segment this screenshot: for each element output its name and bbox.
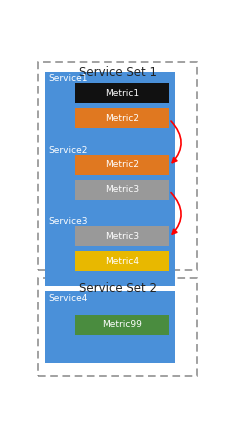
Text: Metric99: Metric99 (102, 320, 142, 329)
Bar (45, 72, 175, 143)
Text: Service4: Service4 (48, 294, 87, 303)
Text: Metric3: Metric3 (105, 185, 139, 194)
Text: Metric4: Metric4 (105, 257, 139, 266)
Bar (75, 226, 169, 246)
Bar (75, 314, 169, 334)
Text: Service3: Service3 (48, 217, 88, 226)
Bar (75, 251, 169, 271)
Text: Service1: Service1 (48, 74, 88, 83)
Bar (45, 291, 175, 363)
Text: Metric3: Metric3 (105, 232, 139, 241)
Text: Service Set 2: Service Set 2 (79, 282, 157, 295)
Bar (75, 83, 169, 103)
Bar (45, 215, 175, 286)
Text: Metric1: Metric1 (105, 89, 139, 98)
Bar (75, 155, 169, 175)
Text: Metric2: Metric2 (105, 114, 139, 123)
Bar (45, 143, 175, 215)
Bar (38, 278, 197, 376)
Bar (38, 62, 197, 270)
Bar (75, 180, 169, 200)
Text: Service Set 1: Service Set 1 (79, 66, 157, 79)
Bar (75, 108, 169, 128)
Text: Metric2: Metric2 (105, 160, 139, 169)
Text: Service2: Service2 (48, 146, 87, 155)
